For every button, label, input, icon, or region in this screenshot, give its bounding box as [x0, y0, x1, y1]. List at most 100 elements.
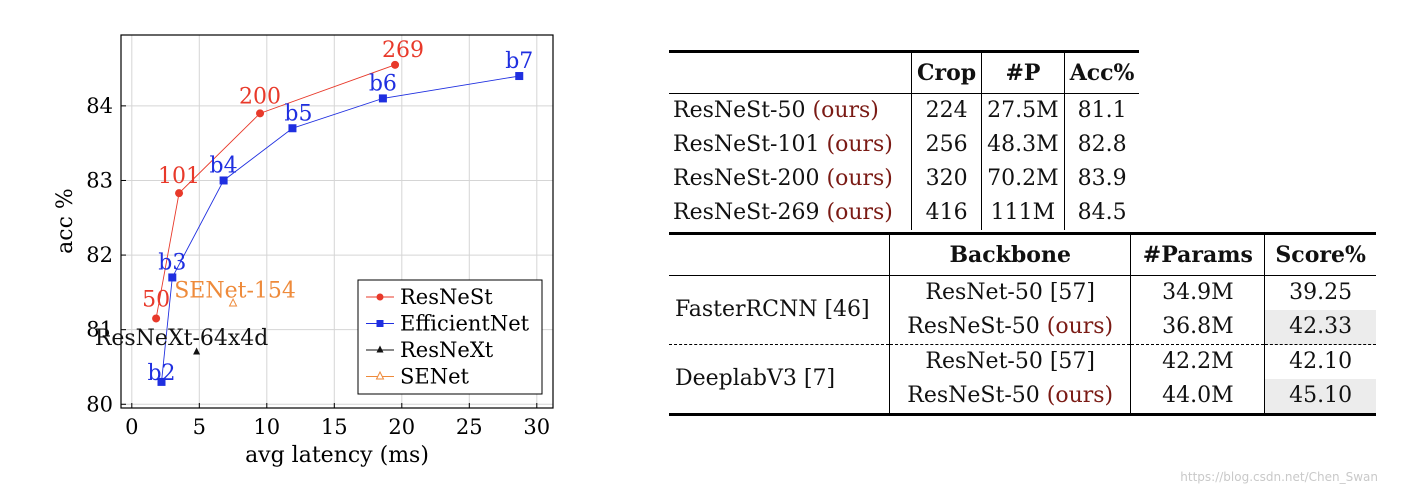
efficientnet-point-label: b2 [147, 361, 175, 386]
y-tick-label: 82 [86, 243, 113, 267]
table1-params-cell: 27.5M [981, 93, 1065, 128]
table1-model-cell: ResNeSt-50 (ours) [669, 94, 912, 129]
legend-efficientnet-marker [376, 320, 384, 327]
model-name: ResNeSt-50 [673, 98, 813, 123]
table2-params-cell: 34.9M [1130, 275, 1265, 310]
table1-acc-cell: 81.1 [1063, 93, 1140, 128]
table2-row: ResNeSt-50 (ours) 44.0M 45.10 [669, 379, 1376, 415]
efficientnet-series-line [161, 75, 520, 382]
efficientnet-point-label: b6 [369, 71, 397, 96]
table2-backbone-cell: ResNeSt-50 (ours) [888, 379, 1131, 415]
table2-header-score: Score% [1264, 233, 1376, 276]
resnest-series-line [155, 64, 396, 319]
axis-ticks: 0 5 10 15 20 25 30 80 81 82 83 84 [86, 94, 550, 439]
table2-header-backbone: Backbone [888, 233, 1131, 276]
backbone-name: ResNeSt-50 [907, 314, 1047, 339]
table2-backbone-cell: ResNeSt-50 (ours) [888, 310, 1131, 345]
plot-frame [120, 34, 554, 409]
y-tick-label: 80 [86, 392, 113, 416]
x-tick-label: 20 [388, 415, 415, 439]
legend-efficientnet-label: EfficientNet [400, 312, 530, 336]
table2-params-cell: 42.2M [1130, 344, 1265, 379]
senet-point [228, 297, 238, 307]
table2-params-cell: 44.0M [1130, 379, 1265, 415]
efficientnet-point [288, 124, 297, 133]
table2-method-cell: FasterRCNN [46] [675, 297, 870, 322]
y-tick-label: 84 [86, 94, 113, 118]
watermark-text: https://blog.csdn.net/Chen_Swan [1180, 470, 1378, 484]
chart-grid [121, 35, 553, 408]
efficientnet-point [157, 377, 166, 386]
table1-acc-cell: 83.9 [1063, 162, 1140, 196]
table1-header-blank [669, 51, 912, 94]
y-tick-label: 81 [86, 318, 113, 342]
x-tick-label: 10 [253, 415, 280, 439]
table2-header-row: Backbone #Params Score% [669, 233, 1376, 276]
x-tick-label: 5 [193, 415, 206, 439]
efficientnet-point-label: b4 [210, 153, 238, 178]
resnest-point-label: 101 [158, 164, 200, 189]
table1-row: ResNeSt-200 (ours) 320 70.2M 83.9 [669, 162, 1140, 196]
table1-acc-cell: 84.5 [1063, 196, 1140, 230]
table1-row: ResNeSt-101 (ours) 256 48.3M 82.8 [669, 128, 1140, 162]
resnest-point [256, 109, 265, 118]
resnest-point [391, 60, 400, 69]
efficientnet-point [378, 94, 387, 103]
model-name: ResNeSt-200 [673, 166, 827, 191]
table2-header-params: #Params [1130, 233, 1265, 276]
backbone-name: ResNet-50 [57] [925, 349, 1095, 374]
latency-accuracy-chart: 0 5 10 15 20 25 30 80 81 82 83 84 50 101 200 269 b2 b3 b4… [53, 34, 554, 468]
x-tick-label: 0 [125, 415, 138, 439]
table1-header-crop: Crop [910, 51, 982, 94]
legend-senet-marker [375, 370, 385, 380]
y-tick-label: 83 [86, 168, 113, 192]
legend-resnest-label: ResNeSt [400, 285, 493, 309]
x-tick-label: 25 [456, 415, 483, 439]
table1-header-row: Crop #P Acc% [669, 51, 1140, 94]
senet-point-label: SENet-154 [174, 279, 296, 304]
table2-params-cell: 36.8M [1130, 310, 1265, 345]
table1-acc-cell: 82.8 [1063, 128, 1140, 162]
downstream-table: Backbone #Params Score% FasterRCNN [46] R… [669, 232, 1376, 416]
backbone-name: ResNet-50 [57] [925, 280, 1095, 305]
table1-header-acc: Acc% [1063, 51, 1140, 94]
x-tick-label: 15 [321, 415, 348, 439]
table1-header-params: #P [981, 51, 1065, 94]
resnest-point-label: 200 [239, 84, 281, 109]
efficientnet-point [515, 72, 524, 81]
table2-row: DeeplabV3 [7] ResNet-50 [57] 42.2M 42.10 [669, 344, 1376, 415]
ours-tag: (ours) [1046, 314, 1114, 339]
model-name: ResNeSt-269 [673, 200, 827, 225]
table1-crop-cell: 224 [910, 93, 982, 128]
backbone-name: ResNeSt-50 [907, 383, 1047, 408]
efficientnet-point [219, 176, 228, 185]
x-tick-label: 30 [523, 415, 550, 439]
table2-row: ResNeSt-50 (ours) 36.8M 42.33 [669, 310, 1376, 345]
legend-resnext-label: ResNeXt [400, 338, 494, 362]
ours-tag: (ours) [826, 132, 893, 157]
table2-score-cell: 39.25 [1264, 275, 1376, 310]
ours-tag: (ours) [826, 200, 893, 225]
table1-params-cell: 48.3M [981, 128, 1065, 162]
legend-resnest-marker [376, 293, 384, 301]
table1-model-cell: ResNeSt-269 (ours) [669, 196, 912, 230]
resnext-point [193, 347, 201, 355]
efficientnet-point [168, 273, 177, 282]
model-name: ResNeSt-101 [673, 132, 827, 157]
legend-senet-label: SENet [400, 365, 470, 389]
table2-row: FasterRCNN [46] ResNet-50 [57] 34.9M 39.25 [669, 275, 1376, 322]
x-axis-label: avg latency (ms) [245, 443, 429, 468]
resnest-point [175, 189, 184, 198]
table1-model-cell: ResNeSt-200 (ours) [669, 162, 912, 196]
resnest-point-label: 50 [142, 287, 170, 312]
efficientnet-point-label: b5 [284, 101, 312, 126]
efficientnet-point-label: b7 [505, 49, 533, 74]
table1-params-cell: 70.2M [981, 162, 1065, 196]
table1-crop-cell: 256 [910, 128, 982, 162]
table1-row: ResNeSt-269 (ours) 416 111M 84.5 [669, 196, 1140, 230]
imagenet-table: Crop #P Acc% ResNeSt-50 (ours) 224 27.5M 81… [669, 50, 1140, 230]
resnest-point [152, 314, 161, 323]
table2-score-cell: 45.10 [1264, 379, 1376, 415]
ours-tag: (ours) [1046, 383, 1114, 408]
